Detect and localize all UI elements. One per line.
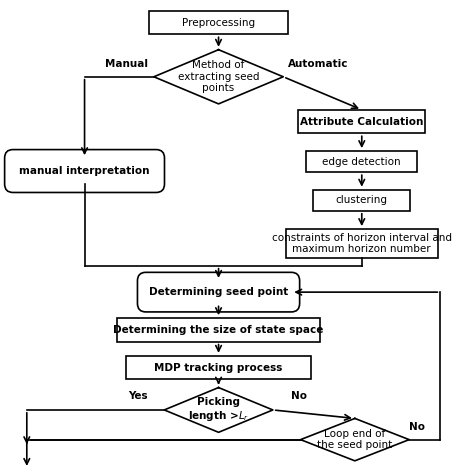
Text: Loop end of
the seed point: Loop end of the seed point (317, 429, 392, 450)
Text: Determining seed point: Determining seed point (149, 287, 288, 297)
Text: Attribute Calculation: Attribute Calculation (300, 117, 423, 127)
FancyBboxPatch shape (5, 150, 164, 192)
FancyBboxPatch shape (117, 318, 320, 342)
Text: clustering: clustering (336, 195, 388, 205)
FancyBboxPatch shape (137, 273, 300, 312)
Text: No: No (409, 422, 425, 432)
Text: manual interpretation: manual interpretation (19, 166, 150, 176)
FancyBboxPatch shape (298, 110, 425, 133)
Text: Automatic: Automatic (288, 59, 348, 69)
FancyBboxPatch shape (285, 229, 438, 258)
Text: Determining the size of state space: Determining the size of state space (113, 325, 324, 335)
FancyBboxPatch shape (126, 356, 311, 379)
Text: No: No (292, 391, 308, 401)
FancyBboxPatch shape (149, 11, 288, 35)
Text: Method of
extracting seed
points: Method of extracting seed points (178, 60, 259, 93)
Text: Picking
length >$L_r$: Picking length >$L_r$ (188, 397, 249, 423)
FancyBboxPatch shape (313, 190, 410, 211)
Text: Preprocessing: Preprocessing (182, 18, 255, 27)
Text: constraints of horizon interval and
maximum horizon number: constraints of horizon interval and maxi… (272, 233, 452, 255)
Text: Manual: Manual (105, 59, 147, 69)
FancyBboxPatch shape (306, 151, 417, 172)
Text: Yes: Yes (128, 391, 147, 401)
Text: MDP tracking process: MDP tracking process (155, 363, 283, 373)
Text: edge detection: edge detection (322, 156, 401, 166)
